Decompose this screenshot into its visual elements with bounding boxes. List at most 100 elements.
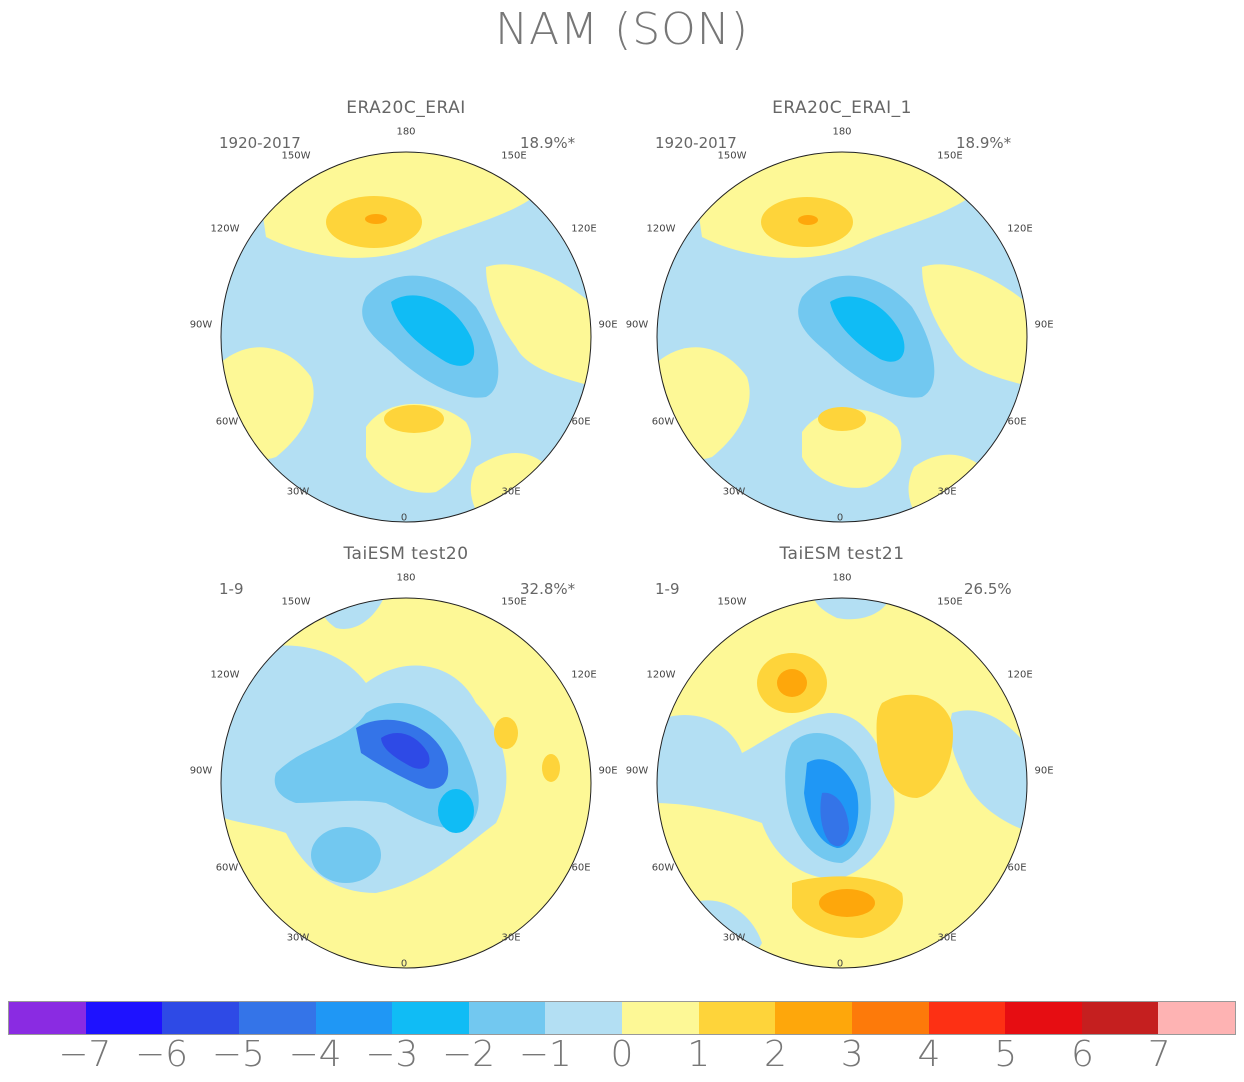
lon-label-90w: 90W (625, 765, 649, 777)
lon-label-90e: 90E (598, 319, 618, 331)
lon-label-120w: 120W (210, 669, 240, 681)
lon-label-150w: 150W (717, 150, 747, 162)
contour-pos3-south (819, 889, 875, 917)
lon-label-150e: 150E (937, 596, 963, 608)
contour-neg3 (391, 295, 475, 366)
lon-label-0: 0 (836, 512, 844, 524)
colorbar-swatch (85, 1002, 163, 1034)
contour-neg4 (381, 733, 430, 769)
lon-label-60w: 60W (215, 416, 239, 428)
colorbar-tick-label: 5 (994, 1034, 1018, 1075)
lon-label-90e: 90E (1034, 765, 1054, 777)
colorbar-swatch (9, 1002, 86, 1034)
colorbar-swatch (928, 1002, 1006, 1034)
contour-pos2-east (876, 694, 953, 798)
polar-map (656, 151, 1028, 523)
contour-pos2-bottom (384, 405, 444, 433)
colorbar-tick-label: 2 (764, 1034, 787, 1075)
lon-label-60e: 60E (1007, 862, 1027, 874)
contour-pos1-right (922, 264, 1027, 387)
lon-label-120e: 120E (1007, 669, 1033, 681)
panel-title: TaiESM test21 (779, 544, 905, 564)
panel-title: TaiESM test20 (343, 544, 469, 564)
lon-label-120w: 120W (646, 223, 676, 235)
lon-label-150w: 150W (717, 596, 747, 608)
lon-label-180: 180 (832, 126, 852, 138)
colorbar-tick-label: 6 (1071, 1034, 1094, 1075)
colorbar-tick-label: 4 (917, 1034, 941, 1075)
lon-label-90w: 90W (189, 765, 213, 777)
map-panel-taiesm-test21: TaiESM test21 1-9 26.5% 180 150E 120E 90… (622, 544, 1062, 984)
lon-label-30w: 30W (722, 932, 746, 944)
lon-label-60w: 60W (215, 862, 239, 874)
lon-label-0: 0 (836, 958, 844, 970)
lon-label-120w: 120W (210, 223, 240, 235)
panel-period: 1920-2017 (219, 134, 301, 152)
contour-neg1-east (950, 710, 1027, 833)
polar-map (220, 151, 592, 523)
colorbar-swatch (162, 1002, 239, 1034)
lon-label-150w: 150W (281, 150, 311, 162)
lon-label-90e: 90E (598, 765, 618, 777)
colorbar-swatch (238, 1002, 316, 1034)
figure-title: NAM (SON) (495, 4, 749, 55)
contour-pos3-north (777, 669, 807, 697)
colorbar-tick-label: 0 (610, 1034, 634, 1075)
lon-label-150e: 150E (501, 150, 527, 162)
lon-label-0: 0 (400, 512, 408, 524)
colorbar-swatch (315, 1002, 393, 1034)
panel-title: ERA20C_ERAI_1 (772, 98, 912, 118)
lon-label-90w: 90W (625, 319, 649, 331)
lon-label-60e: 60E (571, 862, 591, 874)
contour-neg2-southwest (311, 827, 381, 883)
colorbar-swatch (775, 1002, 852, 1034)
lon-label-60e: 60E (571, 416, 591, 428)
contour-neg3-south (438, 789, 474, 833)
lon-label-150w: 150W (281, 596, 311, 608)
lon-label-120e: 120E (571, 223, 597, 235)
lon-label-90w: 90W (189, 319, 213, 331)
polar-map (656, 597, 1028, 969)
colorbar-tick-label: −6 (134, 1034, 189, 1075)
lon-label-30w: 30W (286, 486, 310, 498)
colorbar-swatch (698, 1002, 776, 1034)
colorbar-swatch (851, 1002, 929, 1034)
lon-label-90e: 90E (1034, 319, 1054, 331)
panel-variance: 18.9%* (956, 134, 1012, 152)
colorbar-swatch (468, 1002, 546, 1034)
lon-label-60w: 60W (651, 862, 675, 874)
lon-label-60e: 60E (1007, 416, 1027, 428)
lon-label-120w: 120W (646, 669, 676, 681)
colorbar-swatch (1081, 1002, 1159, 1034)
polar-map (220, 597, 592, 969)
colorbar-tick-label: −7 (58, 1034, 112, 1075)
lon-label-150e: 150E (501, 596, 527, 608)
panel-title: ERA20C_ERAI (346, 98, 466, 118)
colorbar-swatch (545, 1002, 622, 1034)
lon-label-0: 0 (400, 958, 408, 970)
lon-label-150e: 150E (937, 150, 963, 162)
colorbar-tick-labels: −7 −6 −5 −4 −3 −2 −1 0 1 2 3 4 5 6 7 (8, 1034, 1236, 1078)
colorbar-tick-label: −2 (441, 1034, 496, 1075)
colorbar-swatch (392, 1002, 469, 1034)
colorbar-swatch (1158, 1002, 1235, 1034)
contour-pos1-bottom (802, 408, 902, 488)
contour-pos1-right (486, 264, 591, 387)
contour-pos2-east (494, 717, 518, 749)
colorbar-tick-label: 1 (687, 1034, 711, 1075)
map-panel-taiesm-test20: TaiESM test20 1-9 32.8%* 180 150E 120E 9… (186, 544, 626, 984)
lon-label-30e: 30E (501, 486, 521, 498)
colorbar-swatch (622, 1002, 699, 1034)
contour-pos3 (365, 214, 387, 224)
colorbar-tick-label: 7 (1147, 1034, 1171, 1075)
colorbar-tick-label: −4 (288, 1034, 342, 1075)
colorbar-tick-label: 3 (840, 1034, 864, 1075)
lon-label-120e: 120E (571, 669, 597, 681)
lon-label-30e: 30E (501, 932, 521, 944)
colorbar-tick-label: −3 (365, 1034, 419, 1075)
colorbar-tick-label: −5 (211, 1034, 265, 1075)
lon-label-180: 180 (396, 126, 416, 138)
lon-label-120e: 120E (1007, 223, 1033, 235)
map-panel-era20c-erai-1: ERA20C_ERAI_1 1920-2017 18.9%* 180 150E … (622, 98, 1062, 538)
panel-period: 1-9 (655, 580, 680, 598)
